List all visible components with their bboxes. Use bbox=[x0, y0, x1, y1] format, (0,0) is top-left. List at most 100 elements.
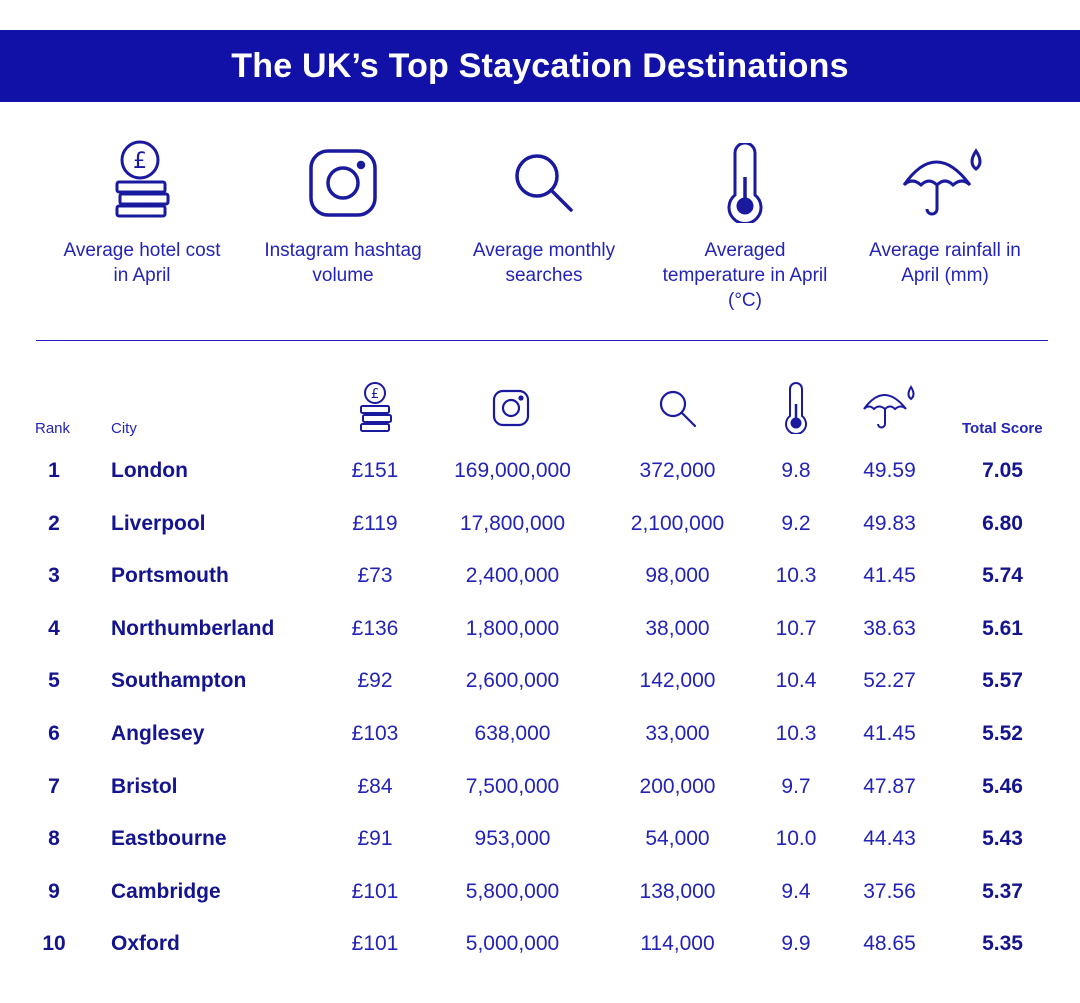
thermometer-icon bbox=[780, 380, 812, 436]
instagram-volume-cell: 5,000,000 bbox=[465, 932, 560, 956]
temperature-cell: 9.2 bbox=[781, 511, 811, 535]
instagram-volume-cell: 638,000 bbox=[474, 722, 551, 745]
legend-searches: Average monthly searches bbox=[459, 140, 629, 288]
rainfall-cell: 41.45 bbox=[863, 564, 916, 588]
table-row: 1 London £151 169,000,000 372,000 9.8 49.59 7.0… bbox=[0, 445, 1080, 497]
monthly-searches-cell: 98,000 bbox=[645, 564, 710, 588]
rank-cell: 7 bbox=[48, 774, 60, 798]
svg-text:£: £ bbox=[371, 387, 379, 402]
temperature-cell: 9.9 bbox=[781, 932, 811, 956]
monthly-searches-cell: 38,000 bbox=[645, 616, 710, 640]
rainfall-cell: 52.27 bbox=[863, 669, 916, 693]
thermometer-icon bbox=[660, 140, 830, 226]
header-total-score: Total Score bbox=[962, 420, 1043, 437]
rainfall-cell: 41.45 bbox=[863, 722, 916, 745]
city-cell: Northumberland bbox=[111, 616, 275, 640]
rainfall-cell: 49.59 bbox=[863, 459, 916, 482]
total-score-cell: 5.35 bbox=[982, 932, 1023, 956]
total-score-cell: 6.80 bbox=[982, 511, 1023, 535]
table-row: 10 Oxford £101 5,000,000 114,000 9.9 48.65 5.35 bbox=[0, 918, 1080, 970]
hotel-cost-cell: £73 bbox=[357, 564, 393, 588]
rank-cell: 8 bbox=[48, 827, 60, 851]
table-row: 3 Portsmouth £73 2,400,000 98,000 10.3 41.45 5.… bbox=[0, 550, 1080, 602]
instagram-volume-cell: 1,800,000 bbox=[465, 616, 560, 640]
hotel-cost-cell: £136 bbox=[351, 616, 399, 640]
magnifier-icon bbox=[459, 140, 629, 226]
table-row: 8 Eastbourne £91 953,000 54,000 10.0 44.43 5.43 bbox=[0, 813, 1080, 865]
temperature-cell: 9.4 bbox=[781, 879, 811, 903]
instagram-volume-cell: 169,000,000 bbox=[454, 459, 571, 482]
legend-label: Average rainfall in April (mm) bbox=[869, 240, 1021, 286]
instagram-volume-cell: 7,500,000 bbox=[465, 774, 560, 798]
temperature-cell: 10.3 bbox=[775, 722, 817, 745]
hotel-cost-cell: £84 bbox=[357, 774, 393, 798]
city-cell: Oxford bbox=[111, 932, 180, 956]
rank-cell: 6 bbox=[48, 722, 60, 745]
table-row: 2 Liverpool £119 17,800,000 2,100,000 9.2 49.8… bbox=[0, 498, 1080, 550]
header-city: City bbox=[111, 420, 137, 437]
total-score-cell: 5.46 bbox=[982, 774, 1023, 798]
rainfall-cell: 44.43 bbox=[863, 827, 916, 851]
rank-cell: 2 bbox=[48, 511, 60, 535]
monthly-searches-cell: 138,000 bbox=[639, 879, 716, 903]
hotel-cost-cell: £101 bbox=[351, 879, 399, 903]
rank-cell: 5 bbox=[48, 669, 60, 693]
monthly-searches-cell: 2,100,000 bbox=[630, 511, 725, 535]
city-cell: Anglesey bbox=[111, 722, 205, 745]
city-cell: Southampton bbox=[111, 669, 247, 693]
table-row: 4 Northumberland £136 1,800,000 38,000 10.7 38… bbox=[0, 603, 1080, 655]
total-score-cell: 5.52 bbox=[982, 722, 1023, 745]
city-cell: Cambridge bbox=[111, 879, 221, 903]
rainfall-cell: 37.56 bbox=[863, 879, 916, 903]
legend-label: Averaged temperature in April (°C) bbox=[662, 240, 828, 311]
city-cell: Liverpool bbox=[111, 511, 206, 535]
legend-label: Instagram hashtag volume bbox=[264, 240, 422, 286]
city-cell: Portsmouth bbox=[111, 564, 229, 588]
rank-cell: 4 bbox=[48, 616, 60, 640]
city-cell: London bbox=[111, 459, 188, 482]
umbrella-rain-icon bbox=[860, 140, 1030, 226]
monthly-searches-cell: 142,000 bbox=[639, 669, 716, 693]
temperature-cell: 10.7 bbox=[775, 616, 817, 640]
temperature-cell: 9.7 bbox=[781, 774, 811, 798]
header-rank: Rank bbox=[35, 420, 71, 437]
total-score-cell: 5.57 bbox=[982, 669, 1023, 693]
table-row: 5 Southampton £92 2,600,000 142,000 10.4 52.27… bbox=[0, 655, 1080, 707]
rainfall-cell: 38.63 bbox=[863, 616, 916, 640]
instagram-volume-cell: 2,400,000 bbox=[465, 564, 560, 588]
rainfall-cell: 47.87 bbox=[863, 774, 916, 798]
instagram-volume-cell: 5,800,000 bbox=[465, 879, 560, 903]
rank-cell: 10 bbox=[42, 932, 66, 956]
instagram-icon bbox=[490, 380, 532, 436]
magnifier-icon bbox=[655, 380, 699, 436]
legend-hotel-cost: £ Average hotel cost in April bbox=[57, 140, 227, 288]
total-score-cell: 5.37 bbox=[982, 879, 1023, 903]
hotel-cost-cell: £103 bbox=[351, 722, 399, 745]
instagram-volume-cell: 953,000 bbox=[474, 827, 551, 851]
rank-cell: 3 bbox=[48, 564, 60, 588]
monthly-searches-cell: 114,000 bbox=[640, 932, 715, 956]
hotel-cost-cell: £119 bbox=[352, 511, 398, 535]
hotel-cost-cell: £91 bbox=[357, 827, 393, 851]
temperature-cell: 10.0 bbox=[775, 827, 817, 851]
table-row: 6 Anglesey £103 638,000 33,000 10.3 41.45 5.52 bbox=[0, 708, 1080, 760]
instagram-volume-cell: 2,600,000 bbox=[465, 669, 560, 693]
rainfall-cell: 48.65 bbox=[863, 932, 916, 956]
svg-text:£: £ bbox=[133, 149, 147, 174]
legend-rainfall: Average rainfall in April (mm) bbox=[860, 140, 1030, 288]
legend-instagram: Instagram hashtag volume bbox=[258, 140, 428, 288]
temperature-cell: 10.3 bbox=[775, 564, 817, 588]
hotel-cost-cell: £101 bbox=[351, 932, 399, 956]
rank-cell: 9 bbox=[48, 879, 60, 903]
temperature-cell: 10.4 bbox=[775, 669, 817, 693]
pound-coins-icon: £ bbox=[57, 140, 227, 226]
table-row: 9 Cambridge £101 5,800,000 138,000 9.4 37.56 5.… bbox=[0, 866, 1080, 918]
umbrella-rain-icon bbox=[860, 380, 920, 436]
legend-label: Average hotel cost in April bbox=[63, 240, 221, 286]
instagram-icon bbox=[258, 140, 428, 226]
city-cell: Eastbourne bbox=[111, 827, 227, 851]
monthly-searches-cell: 33,000 bbox=[645, 722, 710, 745]
table-row: 7 Bristol £84 7,500,000 200,000 9.7 47.87 5.46 bbox=[0, 761, 1080, 813]
total-score-cell: 5.61 bbox=[982, 616, 1023, 640]
legend-temperature: Averaged temperature in April (°C) bbox=[660, 140, 830, 313]
